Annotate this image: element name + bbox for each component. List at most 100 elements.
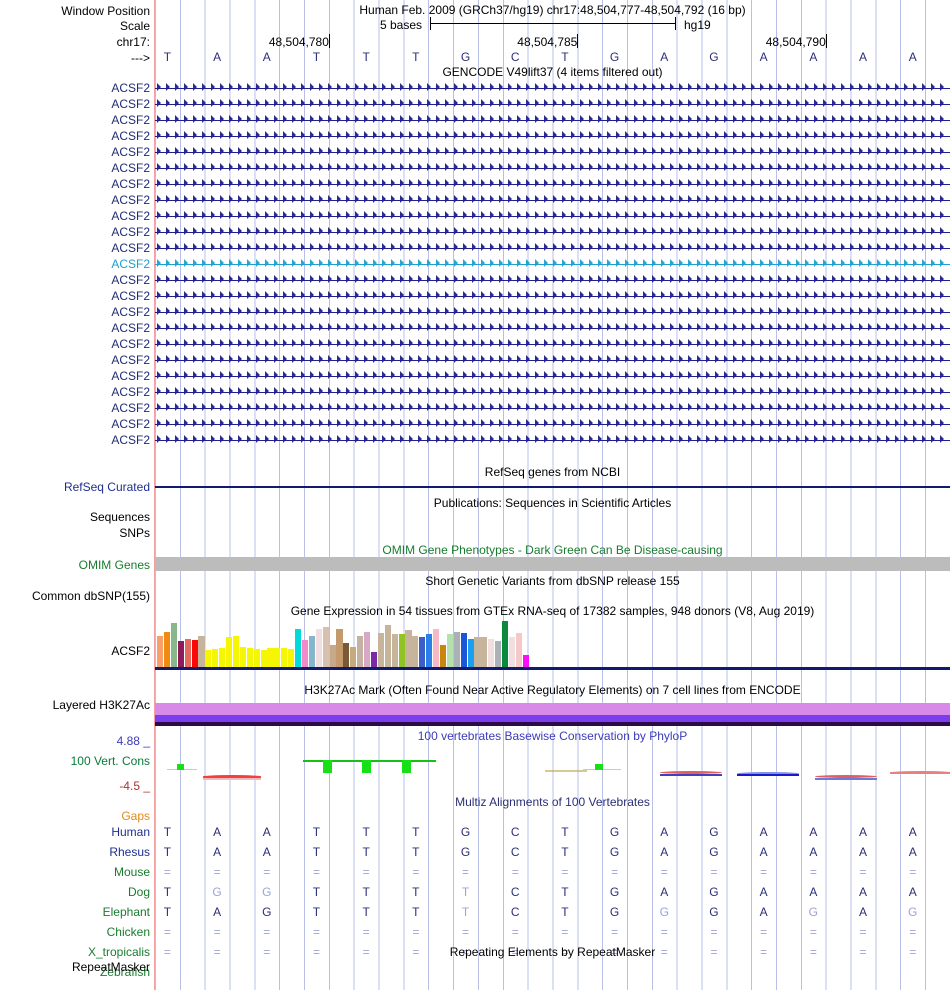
gencode-gene-label[interactable]: ACSF2 <box>111 209 150 223</box>
gencode-gene-label[interactable]: ACSF2 <box>111 417 150 431</box>
gtex-tissue-bar[interactable] <box>508 637 516 667</box>
gtex-tissue-bar[interactable] <box>515 633 522 667</box>
gtex-tissue-bar[interactable] <box>170 623 177 667</box>
gaps-label[interactable]: Gaps <box>121 809 150 823</box>
gtex-tissue-bar[interactable] <box>336 629 343 667</box>
gencode-gene-label[interactable]: ACSF2 <box>111 129 150 143</box>
gencode-transcript-row[interactable] <box>155 81 950 97</box>
gtex-tissue-bar[interactable] <box>260 650 267 667</box>
gencode-transcript-row[interactable] <box>155 161 950 177</box>
gencode-gene-label[interactable]: ACSF2 <box>111 241 150 255</box>
gencode-gene-label[interactable]: ACSF2 <box>111 161 150 175</box>
gencode-gene-label[interactable]: ACSF2 <box>111 337 150 351</box>
gtex-tissue-bar[interactable] <box>163 632 171 667</box>
gencode-gene-label[interactable]: ACSF2 <box>111 385 150 399</box>
gencode-transcript-row[interactable] <box>155 225 950 241</box>
conservation-label[interactable]: 100 Vert. Cons <box>70 754 150 768</box>
gtex-tissue-bar[interactable] <box>495 641 502 667</box>
multiz-species-label[interactable]: Elephant <box>102 905 150 919</box>
gtex-tissue-bar[interactable] <box>295 629 302 667</box>
gencode-gene-label[interactable]: ACSF2 <box>111 433 150 447</box>
gtex-tissue-bar[interactable] <box>226 637 233 667</box>
gtex-tissue-bar[interactable] <box>198 636 205 667</box>
gtex-tissue-bar[interactable] <box>157 636 164 667</box>
gencode-transcript-row[interactable] <box>155 177 950 193</box>
gencode-gene-label[interactable]: ACSF2 <box>111 305 150 319</box>
gencode-transcript-row[interactable] <box>155 369 950 385</box>
gtex-tissue-bar[interactable] <box>370 652 378 667</box>
gtex-tissue-bar[interactable] <box>301 640 309 667</box>
gencode-transcript-row[interactable] <box>155 385 950 401</box>
gtex-tissue-bar[interactable] <box>239 647 246 667</box>
multiz-species-label[interactable]: X_tropicalis <box>87 945 150 959</box>
gencode-transcript-row[interactable] <box>155 321 950 337</box>
gtex-tissue-bar[interactable] <box>177 641 184 667</box>
gencode-gene-label[interactable]: ACSF2 <box>111 81 150 95</box>
gtex-tissue-bar[interactable] <box>267 648 274 667</box>
gencode-gene-label[interactable]: ACSF2 <box>111 353 150 367</box>
gtex-tissue-bar[interactable] <box>474 637 481 667</box>
gtex-tissue-bar[interactable] <box>253 649 260 667</box>
gtex-tissue-bar[interactable] <box>191 640 198 667</box>
gtex-tissue-bar[interactable] <box>315 629 322 667</box>
gtex-tissue-bar[interactable] <box>184 639 191 667</box>
gtex-tissue-bar[interactable] <box>502 621 509 667</box>
gtex-tissue-bar[interactable] <box>391 634 398 667</box>
multiz-species-label[interactable]: Rhesus <box>109 845 150 859</box>
gtex-tissue-bar[interactable] <box>232 636 240 667</box>
gencode-transcript-row[interactable] <box>155 305 950 321</box>
gtex-tissue-bar[interactable] <box>205 650 212 667</box>
omim-genes-label[interactable]: OMIM Genes <box>78 558 150 572</box>
gencode-transcript-row[interactable] <box>155 145 950 161</box>
gencode-transcript-row[interactable] <box>155 401 950 417</box>
gtex-tissue-bar[interactable] <box>433 629 440 667</box>
omim-gene-bar[interactable] <box>155 557 950 571</box>
gtex-tissue-bar[interactable] <box>405 630 412 667</box>
gencode-gene-label[interactable]: ACSF2 <box>111 145 150 159</box>
gencode-gene-label[interactable]: ACSF2 <box>111 321 150 335</box>
common-dbsnp-label[interactable]: Common dbSNP(155) <box>31 589 150 603</box>
gencode-gene-label[interactable]: ACSF2 <box>111 97 150 111</box>
gencode-gene-label[interactable]: ACSF2 <box>111 257 150 271</box>
gtex-tissue-bar[interactable] <box>350 647 357 667</box>
gtex-tissue-bar[interactable] <box>481 637 488 667</box>
gtex-tissue-bar[interactable] <box>329 645 336 667</box>
gtex-tissue-bar[interactable] <box>426 634 433 667</box>
gtex-tissue-bar[interactable] <box>357 636 364 667</box>
gtex-tissue-bar[interactable] <box>398 634 405 667</box>
multiz-species-label[interactable]: Zebrafish <box>99 965 150 979</box>
repeatmasker-label[interactable]: RepeatMasker <box>71 960 150 974</box>
gencode-transcript-row[interactable] <box>155 417 950 433</box>
gtex-tissue-bar[interactable] <box>467 639 474 667</box>
gencode-transcript-row[interactable] <box>155 193 950 209</box>
gtex-tissue-bar[interactable] <box>453 632 460 667</box>
gtex-gene-label[interactable]: ACSF2 <box>111 644 150 658</box>
gtex-tissue-bar[interactable] <box>488 639 495 667</box>
gtex-tissue-bar[interactable] <box>439 645 447 667</box>
gencode-gene-label[interactable]: ACSF2 <box>111 401 150 415</box>
gtex-tissue-bar[interactable] <box>377 633 384 667</box>
gtex-tissue-bar[interactable] <box>274 648 281 667</box>
gencode-transcript-row[interactable] <box>155 273 950 289</box>
multiz-species-label[interactable]: Chicken <box>106 925 150 939</box>
gencode-transcript-row[interactable] <box>155 209 950 225</box>
refseq-curated-label[interactable]: RefSeq Curated <box>63 480 150 494</box>
gtex-tissue-bar[interactable] <box>419 637 426 667</box>
gtex-tissue-bar[interactable] <box>308 636 315 667</box>
gtex-tissue-bar[interactable] <box>343 643 350 667</box>
refseq-gene-line[interactable] <box>155 486 950 488</box>
gtex-tissue-bar[interactable] <box>281 648 288 667</box>
layered-h3k27ac-label[interactable]: Layered H3K27Ac <box>52 698 150 712</box>
multiz-species-label[interactable]: Mouse <box>113 865 150 879</box>
gencode-gene-label[interactable]: ACSF2 <box>111 273 150 287</box>
gencode-gene-label[interactable]: ACSF2 <box>111 177 150 191</box>
gencode-gene-label[interactable]: ACSF2 <box>111 113 150 127</box>
gtex-tissue-bar[interactable] <box>412 636 419 667</box>
sequences-label[interactable]: Sequences <box>89 510 150 524</box>
multiz-species-label[interactable]: Dog <box>127 885 150 899</box>
gencode-transcript-row[interactable] <box>155 113 950 129</box>
snps-label[interactable]: SNPs <box>119 526 150 540</box>
gencode-gene-label[interactable]: ACSF2 <box>111 289 150 303</box>
gtex-tissue-bar[interactable] <box>522 655 529 667</box>
